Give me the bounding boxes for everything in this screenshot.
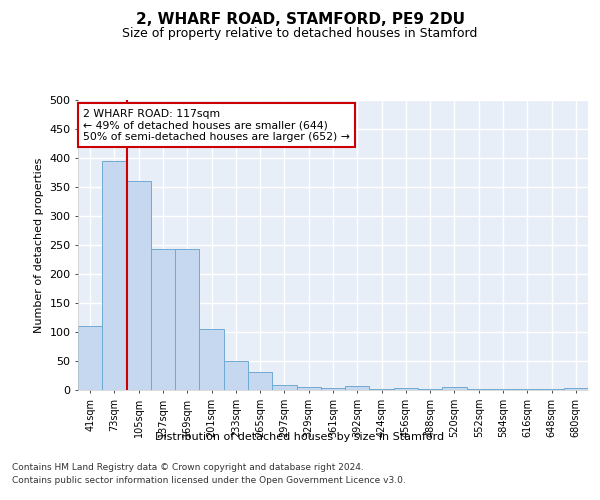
Text: Distribution of detached houses by size in Stamford: Distribution of detached houses by size …	[155, 432, 445, 442]
Bar	[442, 387, 467, 390]
Bar	[199, 329, 224, 390]
Text: Size of property relative to detached houses in Stamford: Size of property relative to detached ho…	[122, 28, 478, 40]
Bar	[394, 388, 418, 390]
Text: 2 WHARF ROAD: 117sqm
← 49% of detached houses are smaller (644)
50% of semi-deta: 2 WHARF ROAD: 117sqm ← 49% of detached h…	[83, 108, 350, 142]
Text: 2, WHARF ROAD, STAMFORD, PE9 2DU: 2, WHARF ROAD, STAMFORD, PE9 2DU	[136, 12, 464, 28]
Bar	[175, 249, 199, 390]
Bar	[248, 372, 272, 390]
Y-axis label: Number of detached properties: Number of detached properties	[34, 158, 44, 332]
Bar	[345, 386, 370, 390]
Bar	[296, 386, 321, 390]
Bar	[272, 385, 296, 390]
Bar	[127, 180, 151, 390]
Bar	[102, 162, 127, 390]
Bar	[224, 361, 248, 390]
Bar	[78, 326, 102, 390]
Bar	[151, 249, 175, 390]
Bar	[321, 388, 345, 390]
Bar	[564, 388, 588, 390]
Text: Contains HM Land Registry data © Crown copyright and database right 2024.: Contains HM Land Registry data © Crown c…	[12, 462, 364, 471]
Text: Contains public sector information licensed under the Open Government Licence v3: Contains public sector information licen…	[12, 476, 406, 485]
